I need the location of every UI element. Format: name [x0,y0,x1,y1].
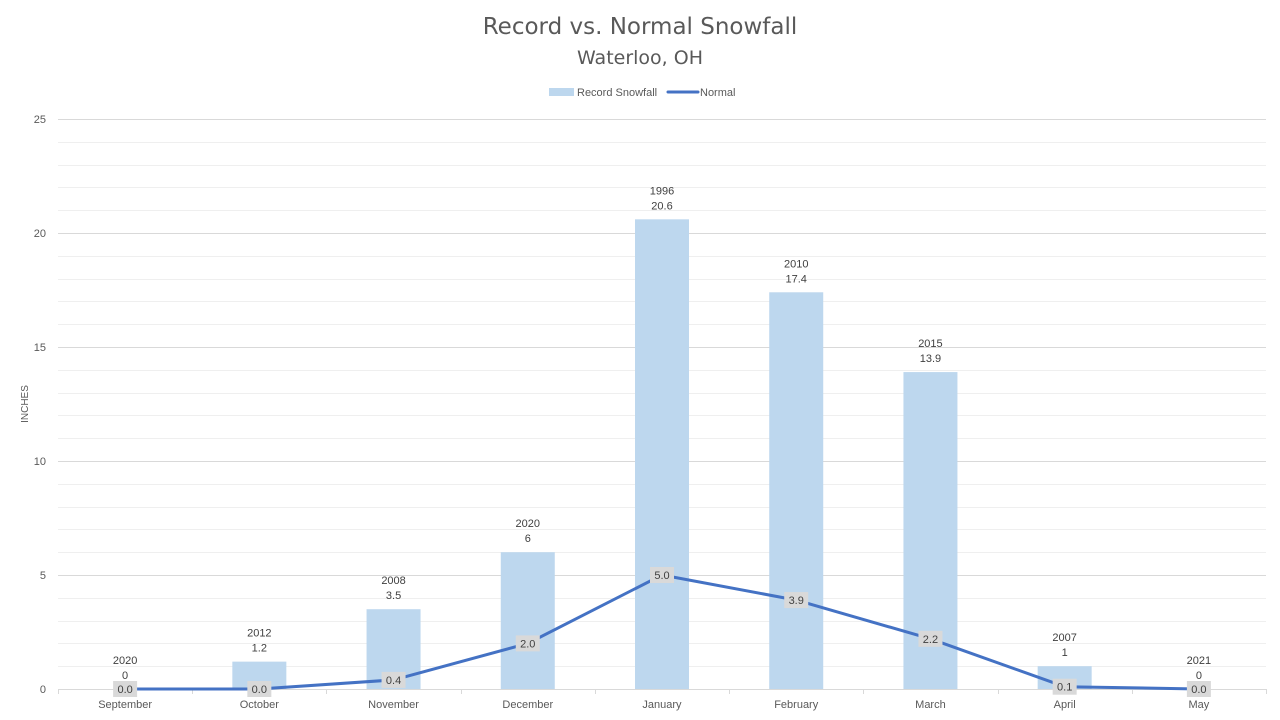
normal-value-label: 2.2 [923,634,938,646]
record-bar-labels: 2020 0 2012 1.2 2008 3.5 2020 6 1996 20.6 2010 17.4… [113,185,1211,682]
record-year-label: 2008 [381,575,405,587]
record-value-label: 6 [525,533,531,545]
record-year-label: 1996 [650,185,674,197]
normal-label-box [247,681,272,697]
normal-label-box [784,592,809,609]
record-bars [232,219,1092,689]
x-tick-label: December [502,699,553,711]
normal-label-box [515,635,540,652]
y-tick-label: 10 [34,456,46,468]
x-tick-label: January [642,699,682,711]
legend-label-normal: Normal [700,87,735,99]
legend-label-record: Record Snowfall [577,87,657,99]
y-tick-label: 5 [40,570,46,582]
normal-label-box [381,671,406,688]
record-value-label: 0 [1196,670,1202,682]
legend: Record Snowfall Normal [549,87,735,99]
record-year-label: 2007 [1052,632,1076,644]
chart-title: Record vs. Normal Snowfall [483,14,798,40]
record-year-label: 2015 [918,338,942,350]
x-tick-label: April [1054,699,1076,711]
normal-value-label: 3.9 [789,595,804,607]
record-year-label: 2020 [113,655,137,667]
legend-swatch-record [549,88,574,96]
y-axis-ticks: 0 5 10 15 20 25 [34,114,46,696]
record-year-label: 2021 [1187,655,1211,667]
y-tick-label: 0 [40,684,46,696]
x-tick-label: March [915,699,946,711]
normal-label-box [1186,681,1211,697]
record-value-label: 20.6 [651,200,672,212]
normal-value-label: 5.0 [654,570,669,582]
normal-value-label: 0.4 [386,675,401,687]
x-tick-label: October [240,699,279,711]
x-tick-label: February [774,699,819,711]
record-year-label: 2010 [784,258,808,270]
normal-label-box [1052,678,1077,695]
record-value-label: 3.5 [386,590,401,602]
x-axis-ticks: September October November December January F… [58,689,1267,711]
x-tick-label: November [368,699,419,711]
record-value-label: 1 [1062,647,1068,659]
record-year-label: 2012 [247,628,271,640]
normal-label-box [650,567,674,583]
record-value-label: 13.9 [920,353,941,365]
chart-subtitle: Waterloo, OH [577,47,703,69]
x-tick-label: May [1188,699,1209,711]
normal-value-label: 0.0 [252,684,267,696]
normal-value-label: 0.0 [117,684,132,696]
normal-value-label: 2.0 [520,638,535,650]
normal-label-box [113,681,138,697]
y-tick-label: 25 [34,114,46,126]
normal-labels: 0.0 0.0 0.4 2.0 5.0 3.9 2.2 0.1 0.0 [113,567,1211,697]
record-value-label: 1.2 [252,643,267,655]
y-axis-title: INCHES [20,385,31,423]
normal-value-label: 0.1 [1057,682,1072,694]
record-bar [635,219,689,689]
x-tick-label: September [98,699,152,711]
y-tick-label: 20 [34,228,46,240]
record-year-label: 2020 [516,518,540,530]
record-value-label: 17.4 [786,273,807,285]
record-bar [769,292,824,689]
normal-label-box [918,630,943,647]
normal-value-label: 0.0 [1191,684,1206,696]
record-bar [500,552,555,689]
y-tick-label: 15 [34,342,46,354]
record-value-label: 0 [122,670,128,682]
